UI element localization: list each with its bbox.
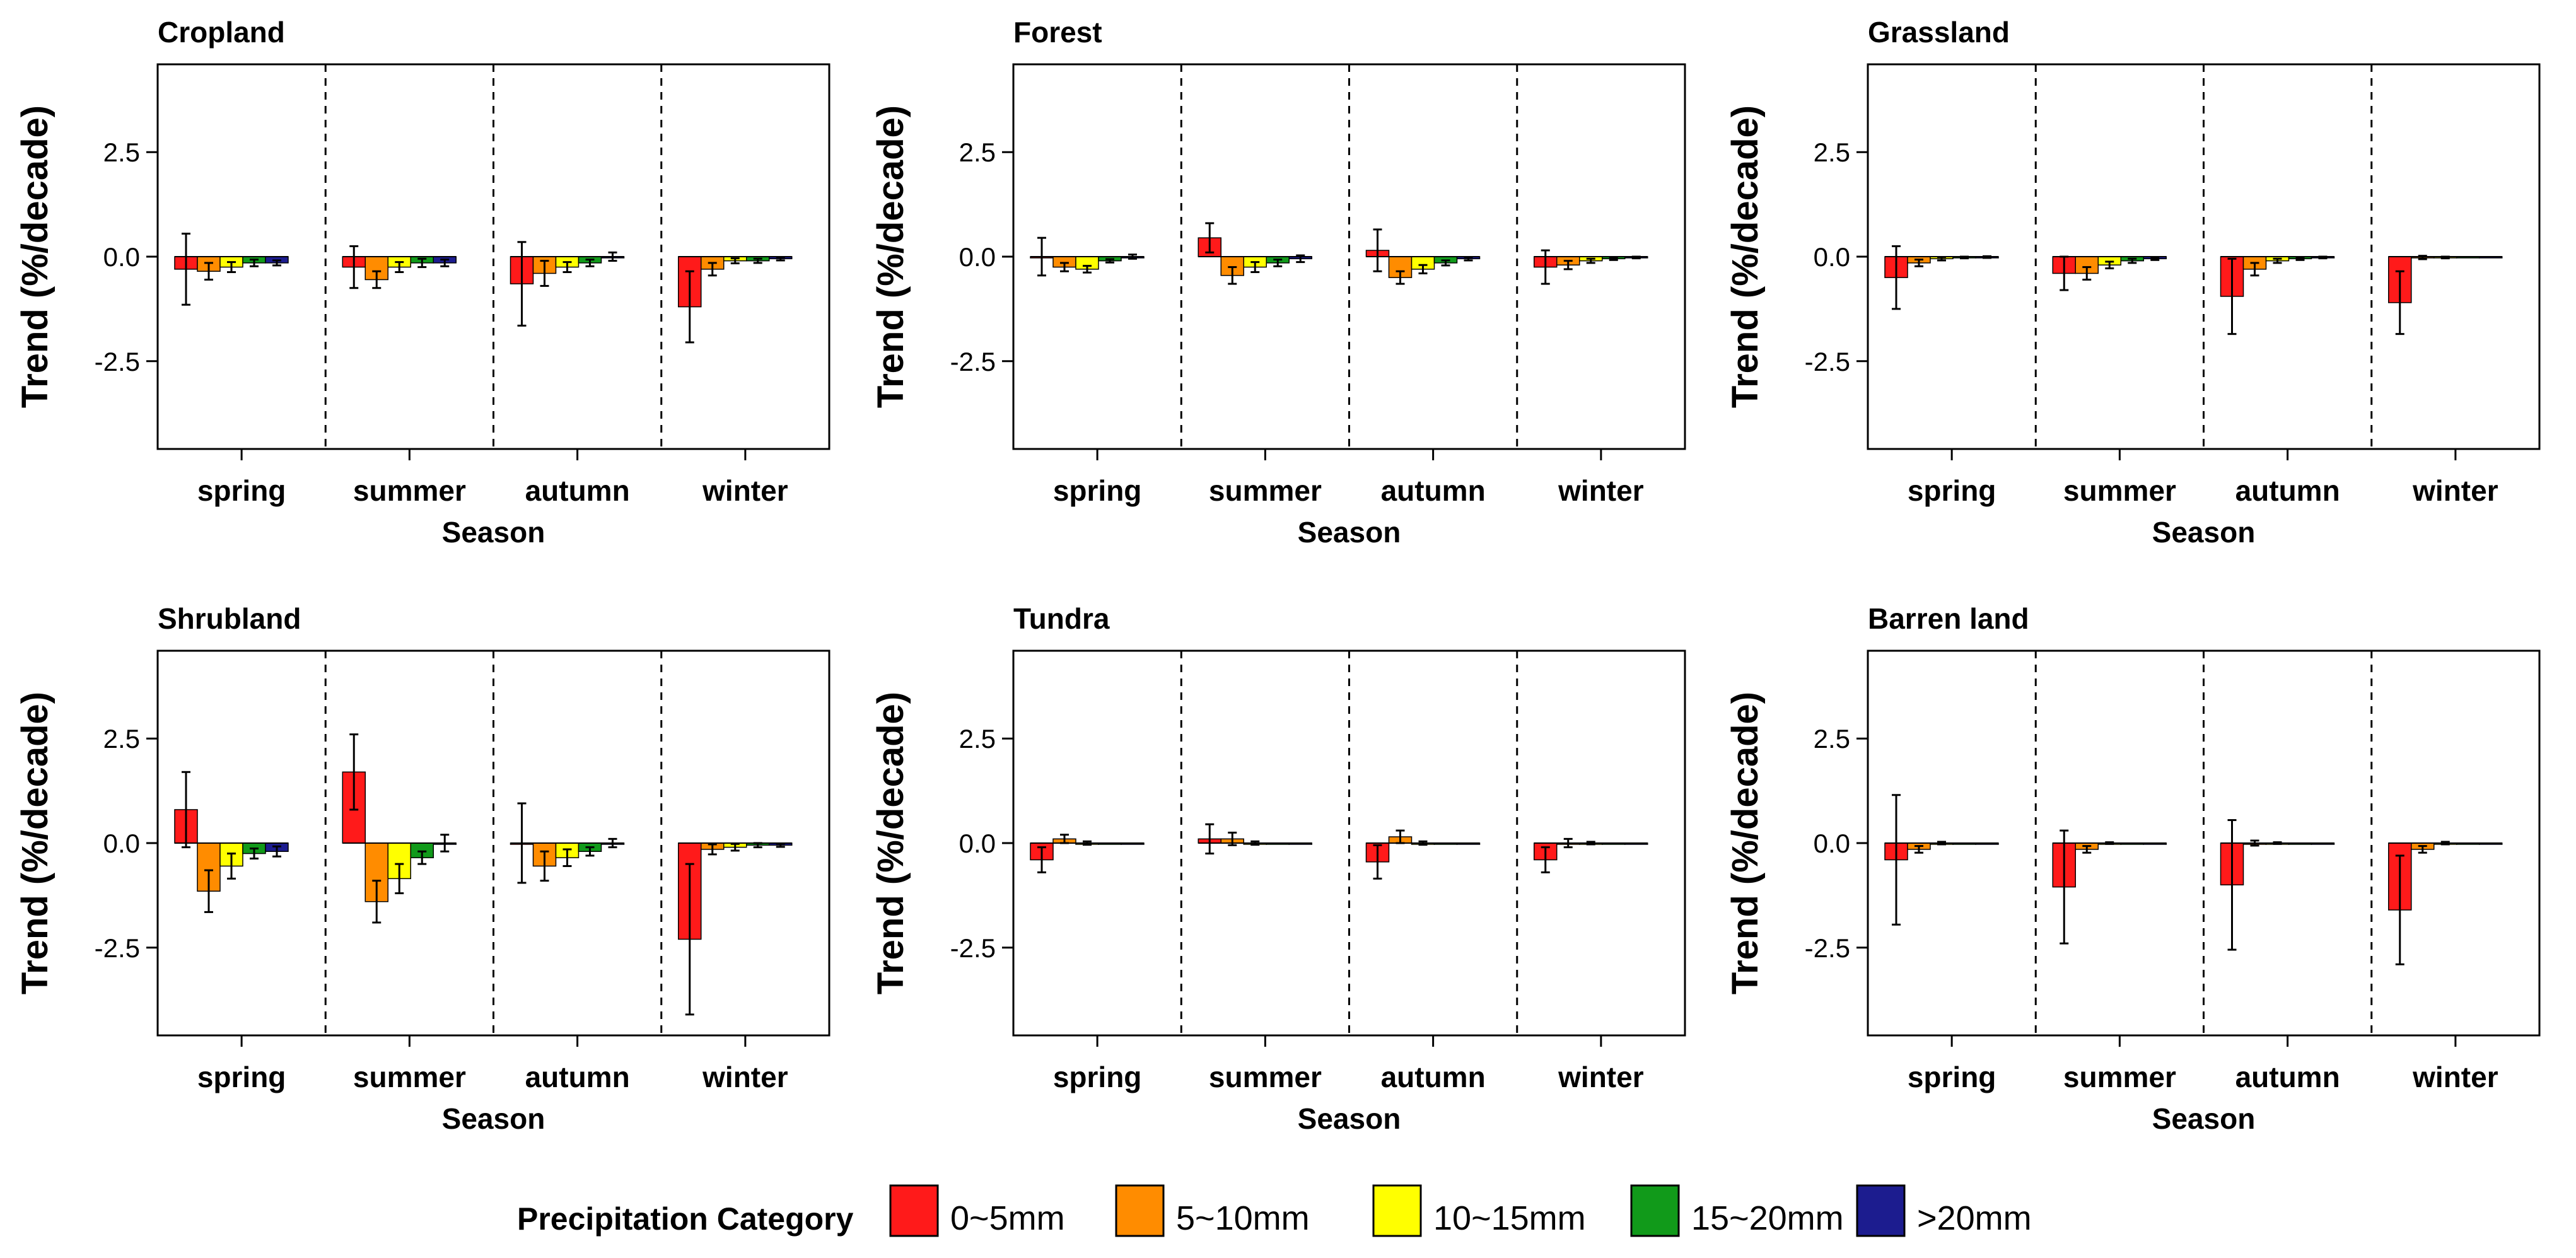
panel-title: Barren land (1868, 602, 2029, 635)
y-axis-label: Trend (%/decade) (1725, 105, 1766, 408)
x-tick-label: autumn (2235, 474, 2340, 507)
x-axis-label: Season (442, 516, 545, 549)
panel-barren-land: Barren land 2.5 0.0 -2.5 spring summer autumn w… (1725, 602, 2541, 1135)
x-tick-label: winter (1558, 474, 1644, 507)
y-axis-label: Trend (%/decade) (15, 692, 55, 994)
legend-items: 0~5mm 5~10mm 10~15mm 15~20mm >20mm (889, 1184, 2032, 1237)
panel-title: Grassland (1868, 16, 2010, 49)
x-tick-label: summer (1209, 474, 1322, 507)
y-tick-label: 2.5 (1814, 724, 1850, 754)
y-axis-label: Trend (%/decade) (15, 105, 55, 408)
y-tick-label: 0.0 (103, 242, 140, 272)
legend-title: Precipitation Category (517, 1201, 854, 1237)
x-axis-label: Season (442, 1102, 545, 1135)
x-tick-label: spring (197, 474, 286, 507)
panel-title: Tundra (1013, 602, 1110, 635)
y-tick-label: 2.5 (959, 724, 996, 754)
x-tick-label: winter (702, 1061, 788, 1093)
panel-title: Forest (1013, 16, 1102, 49)
y-axis-label: Trend (%/decade) (1725, 692, 1766, 994)
y-tick-label: 2.5 (103, 137, 140, 167)
x-tick-label: spring (1908, 474, 1996, 507)
x-tick-label: spring (197, 1061, 286, 1093)
y-axis-label: Trend (%/decade) (870, 692, 911, 994)
panel-tundra: Tundra 2.5 0.0 -2.5 spring summer autumn winter… (870, 602, 1686, 1135)
x-axis-label: Season (1298, 516, 1401, 549)
y-tick-label: -2.5 (950, 933, 996, 963)
y-tick-label: 2.5 (1814, 137, 1850, 167)
legend-swatch (889, 1184, 939, 1237)
x-tick-label: summer (2063, 474, 2176, 507)
legend-label: 15~20mm (1691, 1199, 1844, 1237)
legend-swatch (1372, 1184, 1422, 1237)
x-tick-label: winter (2412, 474, 2498, 507)
x-tick-label: summer (353, 1061, 466, 1093)
panel-grassland: Grassland 2.5 0.0 -2.5 spring summer autumn win… (1725, 16, 2541, 549)
x-tick-label: spring (1053, 1061, 1142, 1093)
x-tick-label: summer (1209, 1061, 1322, 1093)
x-tick-label: spring (1053, 474, 1142, 507)
y-tick-label: 2.5 (103, 724, 140, 754)
panel-forest: Forest 2.5 0.0 -2.5 spring summer autumn winter… (870, 16, 1686, 549)
y-tick-label: 0.0 (1814, 829, 1850, 858)
x-tick-label: summer (353, 474, 466, 507)
legend-label: >20mm (1917, 1199, 2032, 1237)
x-tick-label: spring (1908, 1061, 1996, 1093)
panel-shrubland: Shrubland 2.5 0.0 -2.5 spring summer autumn win… (15, 602, 830, 1135)
x-tick-label: winter (2412, 1061, 2498, 1093)
legend: Precipitation Category 0~5mm 5~10mm 10~15m… (517, 1184, 2032, 1237)
y-tick-label: -2.5 (950, 347, 996, 376)
x-tick-label: winter (1558, 1061, 1644, 1093)
x-axis-label: Season (2152, 516, 2256, 549)
y-tick-label: 0.0 (103, 829, 140, 858)
y-tick-label: -2.5 (1805, 347, 1850, 376)
y-tick-label: 0.0 (959, 829, 996, 858)
x-tick-label: autumn (525, 474, 630, 507)
panel-title: Cropland (158, 16, 285, 49)
legend-swatch (1115, 1184, 1165, 1237)
x-tick-label: autumn (525, 1061, 630, 1093)
y-tick-label: 0.0 (1814, 242, 1850, 272)
x-tick-label: autumn (1381, 474, 1486, 507)
legend-label: 0~5mm (950, 1199, 1065, 1237)
y-tick-label: 0.0 (959, 242, 996, 272)
x-tick-label: summer (2063, 1061, 2176, 1093)
panel-grid: Cropland 2.5 0.0 -2.5 spring summer autumn wint… (15, 16, 2541, 1135)
panel-cropland: Cropland 2.5 0.0 -2.5 spring summer autumn wint… (15, 16, 830, 549)
legend-swatch (1630, 1184, 1680, 1237)
x-tick-label: autumn (2235, 1061, 2340, 1093)
y-tick-label: -2.5 (95, 933, 140, 963)
legend-swatch (1856, 1184, 1906, 1237)
panel-title: Shrubland (158, 602, 301, 635)
legend-label: 10~15mm (1433, 1199, 1586, 1237)
x-tick-label: winter (702, 474, 788, 507)
y-tick-label: -2.5 (95, 347, 140, 376)
x-axis-label: Season (2152, 1102, 2256, 1135)
legend-label: 5~10mm (1176, 1199, 1310, 1237)
x-tick-label: autumn (1381, 1061, 1486, 1093)
y-tick-label: 2.5 (959, 137, 996, 167)
x-axis-label: Season (1298, 1102, 1401, 1135)
y-tick-label: -2.5 (1805, 933, 1850, 963)
y-axis-label: Trend (%/decade) (870, 105, 911, 408)
